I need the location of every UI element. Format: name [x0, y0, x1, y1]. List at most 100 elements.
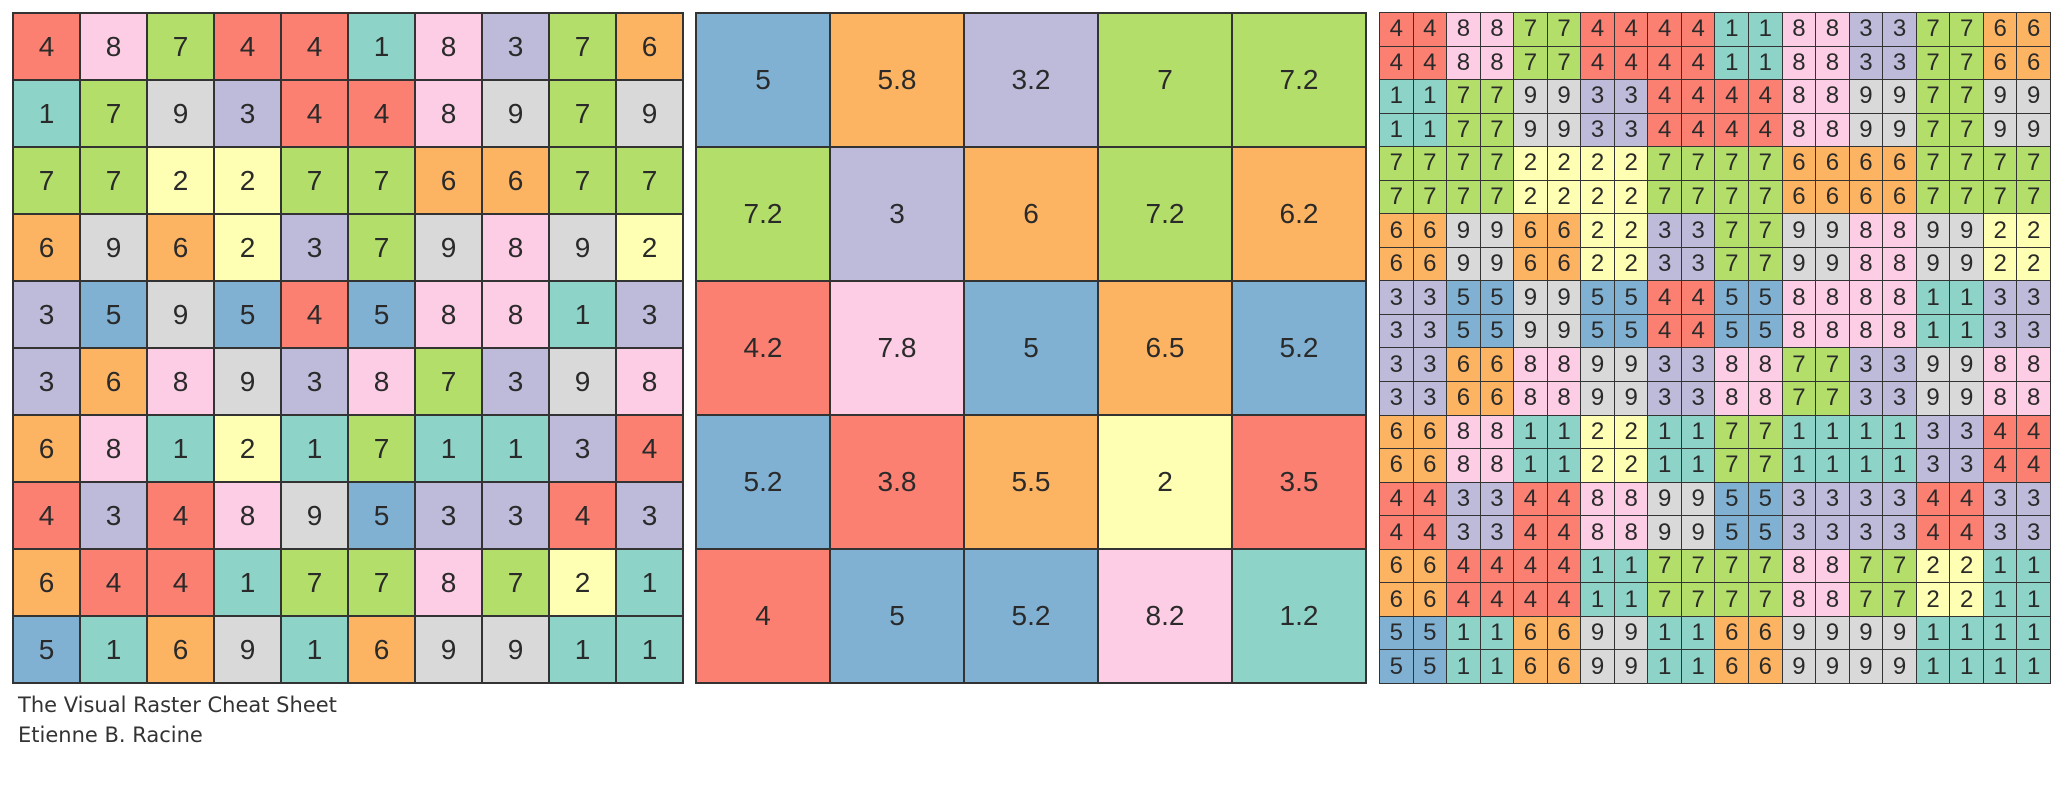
raster-cell: 2 [148, 148, 215, 215]
raster-cell: 7 [81, 81, 148, 148]
raster-cell: 1 [1782, 449, 1817, 483]
caption-title: The Visual Raster Cheat Sheet [18, 693, 337, 717]
raster-cell: 8 [1447, 13, 1481, 47]
raster-cell: 3 [1581, 80, 1615, 114]
raster-cell: 7 [1749, 415, 1783, 450]
raster-cell: 2 [1547, 147, 1582, 181]
raster-cell: 9 [1547, 80, 1582, 114]
raster-cell: 1 [2017, 616, 2051, 651]
raster-cell: 3 [14, 282, 81, 349]
raster-cell: 8 [81, 416, 148, 483]
raster-cell: 5.2 [1233, 282, 1367, 416]
raster-cell: 7 [1715, 180, 1750, 215]
raster-cell: 8 [416, 282, 483, 349]
raster-cell: 7 [1816, 348, 1850, 383]
raster-cell: 1 [1614, 583, 1649, 617]
raster-cell: 8 [1782, 13, 1817, 47]
raster-cell: 7 [1547, 46, 1582, 81]
raster-cell: 6 [1413, 415, 1448, 450]
raster-cell: 9 [1983, 113, 2018, 148]
raster-cell: 8 [617, 349, 684, 416]
raster-cell: 6 [1883, 180, 1917, 215]
raster-cell: 9 [1782, 650, 1817, 684]
raster-cell: 9 [1614, 650, 1649, 684]
raster-cell: 8 [1816, 80, 1850, 114]
raster-cell: 3 [1849, 46, 1884, 81]
raster-cell: 5 [215, 282, 282, 349]
raster-cell: 1 [550, 617, 617, 684]
raster-cell: 3 [1380, 382, 1414, 416]
raster-cell: 9 [1950, 348, 1984, 383]
raster-cell: 4 [1648, 314, 1682, 349]
raster-cell: 1 [550, 282, 617, 349]
raster-cell: 8 [416, 550, 483, 617]
raster-cell: 7 [282, 550, 349, 617]
raster-cell: 4 [1547, 549, 1582, 584]
raster-cell: 3 [617, 483, 684, 550]
raster-cell: 6 [14, 416, 81, 483]
raster-cell: 8 [148, 349, 215, 416]
raster-cell: 1 [1581, 549, 1615, 584]
raster-cell: 9 [1950, 247, 1984, 282]
raster-cell: 4 [1547, 482, 1582, 517]
raster-cell: 7 [1715, 247, 1750, 282]
raster-cell: 7 [416, 349, 483, 416]
raster-cell: 6 [1782, 147, 1817, 181]
raster-cell: 8 [1782, 80, 1817, 114]
raster-cell: 5 [1380, 650, 1414, 684]
raster-cell: 9 [1883, 616, 1917, 651]
raster-cell: 2 [1581, 415, 1615, 450]
raster-cell: 9 [1447, 214, 1481, 248]
raster-cell: 3 [1413, 281, 1448, 315]
raster-cell: 4 [2017, 449, 2051, 483]
raster-cell: 4 [14, 14, 81, 81]
raster-cell: 8 [1447, 449, 1481, 483]
raster-cell: 3 [1883, 382, 1917, 416]
raster-cell: 4 [1681, 80, 1716, 114]
raster-cell: 7 [1480, 113, 1515, 148]
raster-cell: 2 [1581, 147, 1615, 181]
raster-cell: 6 [1715, 616, 1750, 651]
raster-cell: 4 [1581, 46, 1615, 81]
raster-cell: 7 [1547, 13, 1582, 47]
raster-cell: 3 [1849, 13, 1884, 47]
raster-cell: 9 [2017, 80, 2051, 114]
raster-cell: 9 [483, 81, 550, 148]
raster-cell: 9 [416, 215, 483, 282]
raster-cell: 9 [483, 617, 550, 684]
raster-cell: 4 [1514, 549, 1548, 584]
raster-cell: 7.2 [1233, 14, 1367, 148]
raster-cell: 6 [1514, 214, 1548, 248]
raster-cell: 4 [1413, 46, 1448, 81]
raster-cell: 7 [1883, 583, 1917, 617]
raster-cell: 2 [550, 550, 617, 617]
raster-cell: 9 [1614, 348, 1649, 383]
raster-cell: 6 [1413, 549, 1448, 584]
raster-cell: 9 [81, 215, 148, 282]
raster-cell: 8 [1883, 281, 1917, 315]
raster-cell: 7 [1648, 180, 1682, 215]
raster-cell: 2 [1614, 415, 1649, 450]
raster-cell: 3 [1480, 482, 1515, 517]
raster-cell: 5 [14, 617, 81, 684]
raster-cell: 7 [1883, 549, 1917, 584]
raster-cell: 1 [349, 14, 416, 81]
raster-cell: 7 [1749, 147, 1783, 181]
raster-cell: 4 [282, 14, 349, 81]
raster-cell: 7 [282, 148, 349, 215]
raster-cell: 7 [1749, 180, 1783, 215]
raster-cell: 2 [1950, 549, 1984, 584]
raster-cell: 7.2 [697, 148, 831, 282]
raster-cell: 6 [1983, 46, 2018, 81]
raster-cell: 1 [1380, 113, 1414, 148]
raster-cell: 5 [1380, 616, 1414, 651]
raster-cell: 6 [349, 617, 416, 684]
raster-cell: 2 [1514, 147, 1548, 181]
raster-cell: 8 [1849, 247, 1884, 282]
raster-cell: 1 [1883, 415, 1917, 450]
raster-cell: 7 [1983, 147, 2018, 181]
raster-cell: 7 [349, 550, 416, 617]
raster-cell: 7 [1916, 80, 1951, 114]
raster-cell: 7 [148, 14, 215, 81]
